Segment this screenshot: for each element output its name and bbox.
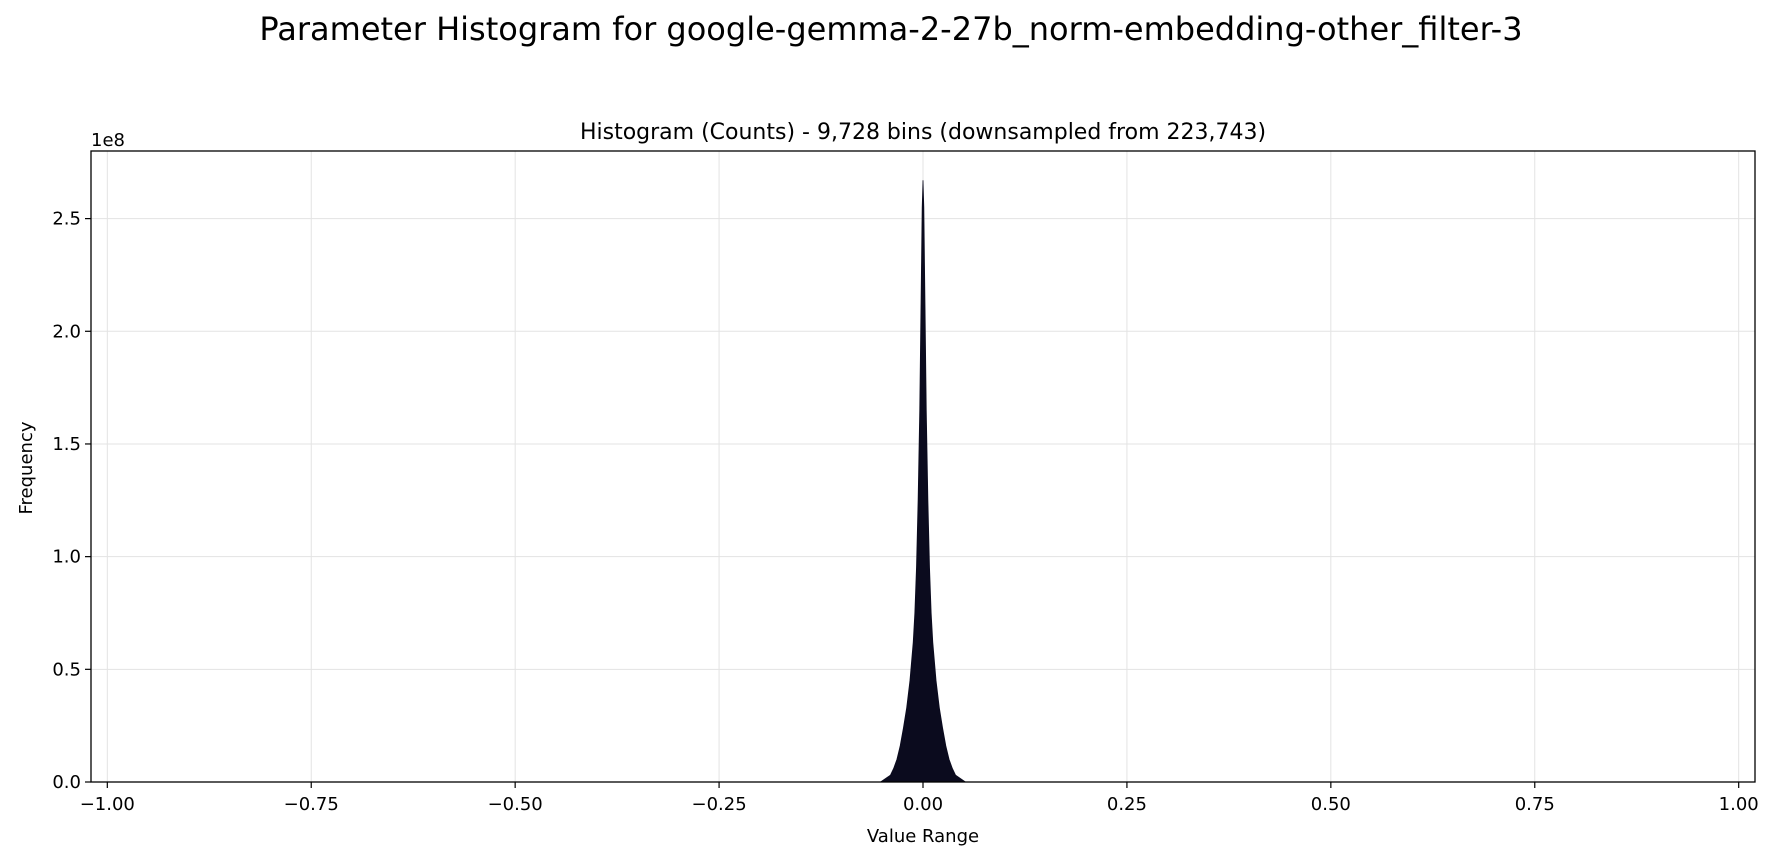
x-tick-label: 0.25	[1107, 794, 1147, 815]
x-tick-label: −1.00	[80, 794, 135, 815]
y-tick-label: 2.0	[52, 321, 81, 342]
y-tick-label: 0.0	[52, 772, 81, 793]
figure-suptitle: Parameter Histogram for google-gemma-2-2…	[259, 10, 1523, 48]
histogram-bins	[879, 180, 967, 783]
x-axis-label: Value Range	[867, 826, 979, 847]
x-tick-label: 0.50	[1311, 794, 1351, 815]
x-tick-label: 1.00	[1719, 794, 1759, 815]
y-offset-label: 1e8	[91, 130, 125, 151]
histogram-bars	[879, 180, 967, 783]
x-tick-label: −0.25	[691, 794, 746, 815]
x-tick-label: −0.75	[284, 794, 339, 815]
y-tick-label: 2.5	[52, 209, 81, 230]
y-axis-ticks: 0.0 0.5 1.0 1.5 2.0 2.5	[52, 209, 91, 793]
y-tick-label: 1.5	[52, 434, 81, 455]
axes-title: Histogram (Counts) - 9,728 bins (downsam…	[580, 120, 1266, 145]
y-tick-label: 1.0	[52, 547, 81, 568]
y-axis-label: Frequency	[16, 421, 37, 514]
y-tick-label: 0.5	[52, 659, 81, 680]
x-axis-ticks: −1.00 −0.75 −0.50 −0.25 0.00 0.25 0.50 0.75 1.00	[80, 782, 1759, 815]
x-tick-label: 0.00	[903, 794, 943, 815]
x-tick-label: 0.75	[1515, 794, 1555, 815]
x-tick-label: −0.50	[488, 794, 543, 815]
